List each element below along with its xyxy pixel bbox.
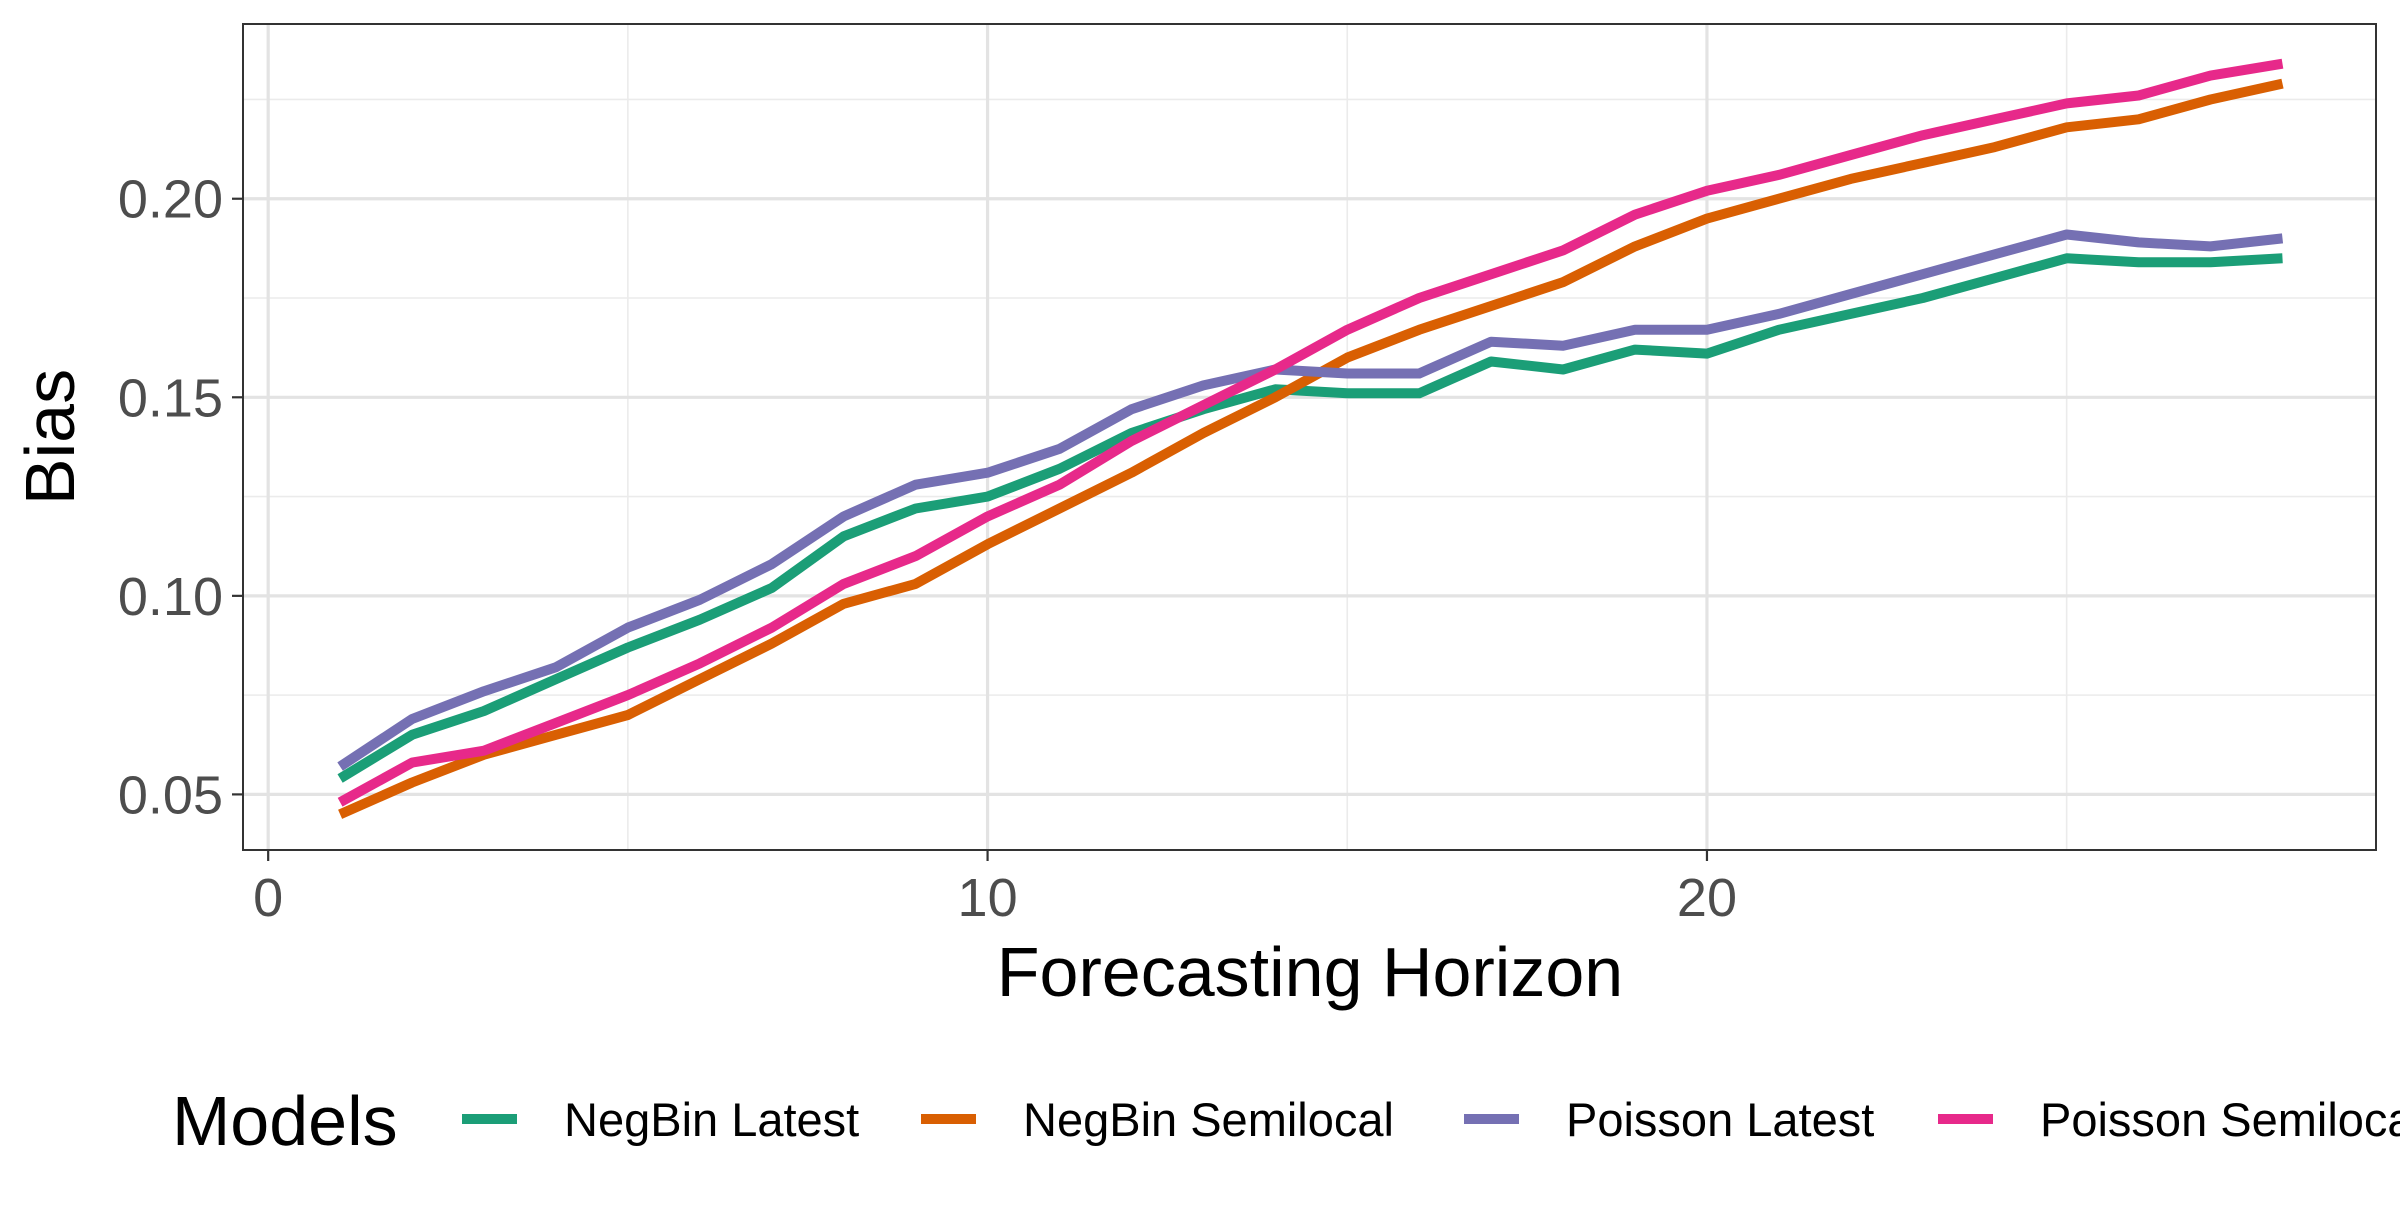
plot-panel-background: [243, 24, 2376, 850]
series-line-poisson-latest: [337, 229, 2284, 771]
legend-label-poisson-latest: Poisson Latest: [1566, 1093, 1874, 1146]
x-axis-title: Forecasting Horizon: [997, 933, 1623, 1011]
series-line-negbin-semilocal: [338, 78, 2284, 819]
x-axis: 0 10 20: [253, 850, 1737, 928]
plot-panel-border: [242, 23, 2377, 851]
y-tick-label: 0.10: [118, 567, 223, 627]
legend-title: Models: [172, 1082, 398, 1160]
series-line-negbin-latest: [337, 253, 2283, 783]
series-line-poisson-semilocal: [337, 58, 2284, 807]
grid-lines: [243, 24, 2376, 850]
legend-label-negbin-semilocal: NegBin Semilocal: [1023, 1093, 1394, 1146]
x-tick-label: 20: [1677, 868, 1737, 928]
y-axis: 0.05 0.10 0.15 0.20: [118, 170, 243, 825]
y-axis-title: Bias: [11, 369, 89, 505]
series-lines: [337, 58, 2284, 819]
x-tick-label: 0: [253, 868, 283, 928]
legend-label-negbin-latest: NegBin Latest: [564, 1093, 859, 1146]
x-tick-label: 10: [958, 868, 1018, 928]
legend: Models NegBin Latest NegBin Semilocal Pois…: [172, 1082, 2400, 1160]
y-tick-label: 0.15: [118, 368, 223, 428]
legend-label-poisson-semilocal: Poisson Semilocal: [2040, 1093, 2400, 1146]
y-tick-label: 0.05: [118, 765, 223, 825]
y-tick-label: 0.20: [118, 170, 223, 230]
